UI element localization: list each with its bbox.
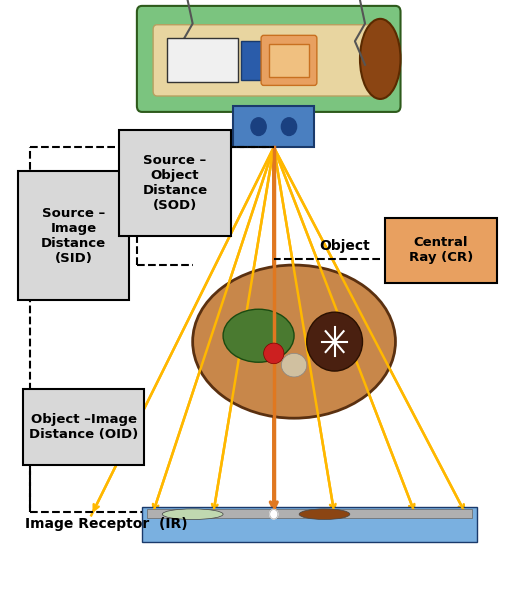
Circle shape xyxy=(270,509,278,519)
Text: Source –
Object
Distance
(SOD): Source – Object Distance (SOD) xyxy=(142,154,207,211)
Bar xyxy=(167,38,238,82)
Ellipse shape xyxy=(264,343,284,364)
Ellipse shape xyxy=(162,509,223,519)
FancyBboxPatch shape xyxy=(119,130,231,236)
FancyBboxPatch shape xyxy=(153,25,384,96)
Circle shape xyxy=(251,118,266,135)
Bar xyxy=(147,509,472,518)
Bar xyxy=(233,106,314,147)
FancyBboxPatch shape xyxy=(23,389,144,465)
Ellipse shape xyxy=(360,19,401,99)
Text: Object –Image
Distance (OID): Object –Image Distance (OID) xyxy=(29,413,138,441)
Ellipse shape xyxy=(307,312,363,371)
FancyBboxPatch shape xyxy=(261,35,317,85)
Ellipse shape xyxy=(193,265,395,418)
Ellipse shape xyxy=(299,509,350,519)
Text: Source –
Image
Distance
(SID): Source – Image Distance (SID) xyxy=(41,207,106,264)
Circle shape xyxy=(281,118,297,135)
Ellipse shape xyxy=(281,353,307,377)
Text: Central
Ray (CR): Central Ray (CR) xyxy=(409,236,473,264)
FancyBboxPatch shape xyxy=(137,6,401,112)
Bar xyxy=(142,507,477,542)
Bar xyxy=(269,44,309,77)
Text: Image Receptor  (IR): Image Receptor (IR) xyxy=(25,517,188,531)
Text: Object: Object xyxy=(319,239,370,253)
Bar xyxy=(241,41,261,80)
Ellipse shape xyxy=(223,309,294,362)
FancyBboxPatch shape xyxy=(385,218,497,283)
FancyBboxPatch shape xyxy=(18,171,129,300)
